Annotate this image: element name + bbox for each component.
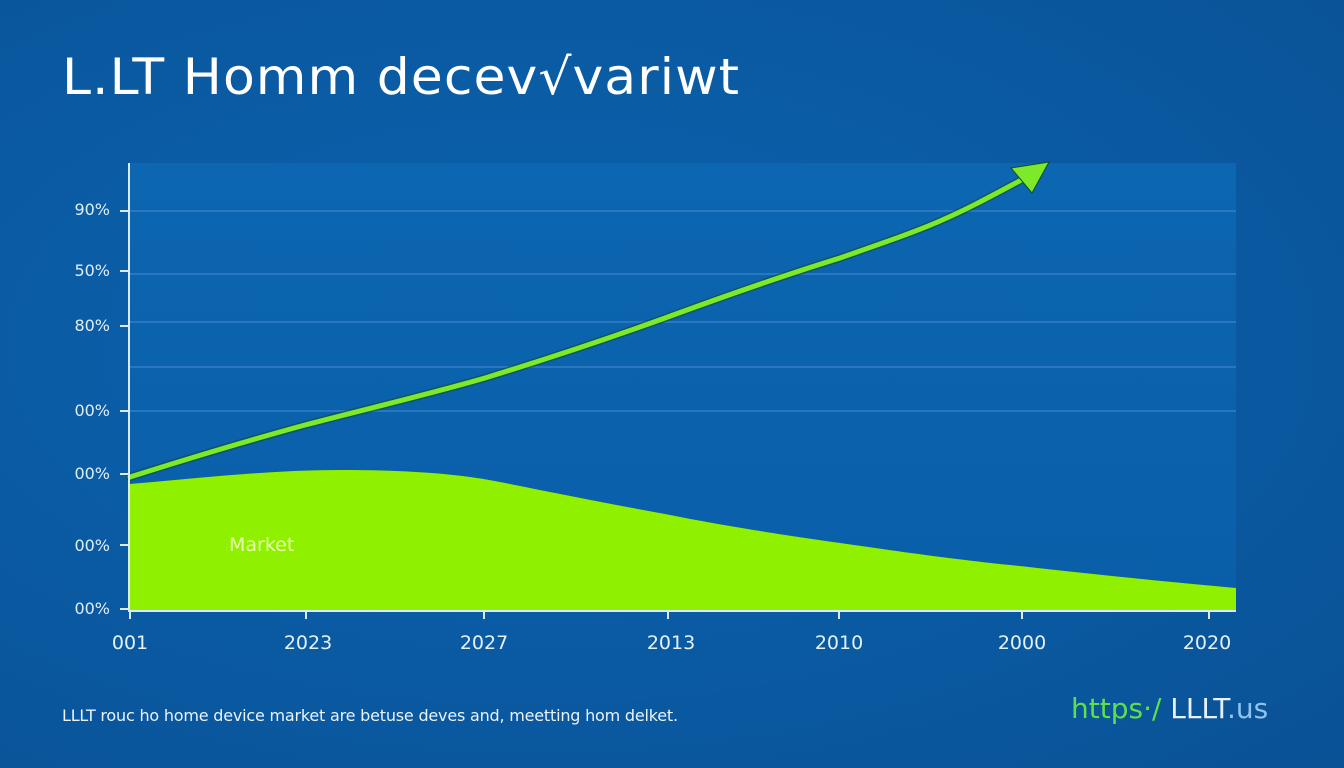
y-tick-label: 50% bbox=[74, 261, 110, 280]
x-tick-label: 2023 bbox=[283, 632, 333, 654]
url-tld: .us bbox=[1227, 692, 1269, 725]
footer-caption: LLLT rouc ho home device market are betu… bbox=[62, 706, 678, 725]
y-tick-label: 90% bbox=[74, 200, 110, 219]
x-tick-label: 2027 bbox=[459, 632, 509, 654]
y-tick-label: 00% bbox=[74, 401, 110, 420]
axes bbox=[120, 163, 1236, 619]
x-tick-label: 2013 bbox=[646, 632, 696, 654]
x-tick-label: 2020 bbox=[1182, 632, 1232, 654]
trend-arrow-head-icon bbox=[1010, 161, 1050, 194]
y-tick-label: 00% bbox=[74, 464, 110, 483]
url-host: LLLT bbox=[1161, 692, 1228, 725]
gridlines bbox=[130, 210, 1236, 412]
source-url[interactable]: https·/ LLLT.us bbox=[1071, 692, 1268, 725]
x-tick-label: 2000 bbox=[997, 632, 1047, 654]
y-tick-label: 80% bbox=[74, 316, 110, 335]
y-tick-label: 00% bbox=[74, 536, 110, 555]
url-scheme: https·/ bbox=[1071, 692, 1162, 725]
x-tick-label: 2010 bbox=[814, 632, 864, 654]
x-tick-label: 001 bbox=[111, 632, 149, 654]
market-area-label: Market bbox=[229, 534, 295, 556]
chart-title: L.LT Homm decev√variwt bbox=[62, 48, 741, 106]
y-tick-label: 00% bbox=[74, 599, 110, 618]
market-area bbox=[130, 470, 1236, 611]
